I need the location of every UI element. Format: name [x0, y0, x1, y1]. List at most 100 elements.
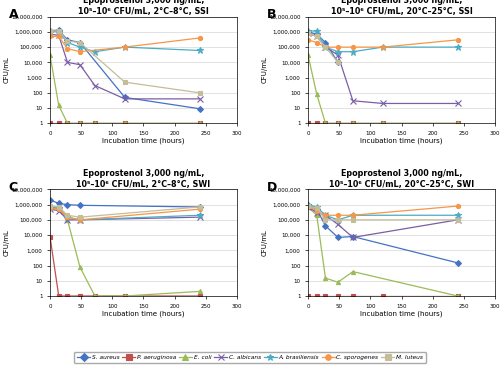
E. coli [92, 294, 98, 298]
Line: C. sporogenes: C. sporogenes [306, 38, 460, 49]
E. coli [122, 294, 128, 298]
E. coli [77, 265, 83, 269]
A. brasiliensis [92, 50, 98, 54]
P. aeruginosa [122, 294, 128, 298]
P. aeruginosa [92, 121, 98, 125]
A. brasiliensis [77, 45, 83, 49]
S. aureus [305, 30, 311, 34]
P. aeruginosa [47, 121, 53, 125]
Title: Epoprostenol 3,000 ng/mL,
10⁵–10⁶ CFU/mL, 2°C–8°C, SSI: Epoprostenol 3,000 ng/mL, 10⁵–10⁶ CFU/mL… [78, 0, 209, 16]
M. luteus [196, 91, 202, 95]
Text: D: D [267, 181, 277, 194]
Y-axis label: CFU/mL: CFU/mL [262, 229, 268, 256]
A. brasiliensis [56, 30, 62, 34]
M. luteus [314, 34, 320, 39]
A. brasiliensis [454, 213, 460, 218]
C. albicans [314, 34, 320, 39]
A. brasiliensis [380, 45, 386, 49]
Line: S. aureus: S. aureus [48, 198, 202, 209]
X-axis label: Incubation time (hours): Incubation time (hours) [360, 137, 443, 144]
Line: M. luteus: M. luteus [306, 31, 340, 64]
E. coli [350, 269, 356, 274]
S. aureus [47, 198, 53, 202]
S. aureus [196, 205, 202, 209]
C. albicans [350, 235, 356, 240]
X-axis label: Incubation time (hours): Incubation time (hours) [102, 137, 184, 144]
Line: M. luteus: M. luteus [48, 28, 202, 95]
A. brasiliensis [77, 218, 83, 222]
A. brasiliensis [454, 45, 460, 49]
E. coli [305, 205, 311, 209]
M. luteus [56, 205, 62, 209]
C. albicans [56, 208, 62, 213]
P. aeruginosa [77, 121, 83, 125]
Y-axis label: CFU/mL: CFU/mL [4, 57, 10, 83]
C. sporogenes [56, 34, 62, 39]
M. luteus [322, 45, 328, 49]
E. coli [196, 289, 202, 294]
E. coli [454, 121, 460, 125]
P. aeruginosa [314, 121, 320, 125]
C. sporogenes [196, 36, 202, 40]
C. albicans [77, 218, 83, 222]
A. brasiliensis [122, 45, 128, 49]
A. brasiliensis [56, 206, 62, 210]
Line: A. brasiliensis: A. brasiliensis [46, 28, 203, 55]
Line: P. aeruginosa: P. aeruginosa [306, 121, 460, 125]
C. sporogenes [380, 45, 386, 49]
C. sporogenes [305, 204, 311, 208]
Title: Epoprostenol 3,000 ng/mL,
10⁵–10⁶ CFU/mL, 2°C–8°C, SWI: Epoprostenol 3,000 ng/mL, 10⁵–10⁶ CFU/mL… [76, 169, 210, 189]
E. coli [322, 276, 328, 280]
C. albicans [196, 97, 202, 101]
P. aeruginosa [335, 121, 341, 125]
E. coli [64, 218, 70, 222]
Line: P. aeruginosa: P. aeruginosa [48, 121, 202, 125]
C. sporogenes [335, 213, 341, 218]
S. aureus [196, 107, 202, 111]
M. luteus [47, 204, 53, 208]
M. luteus [335, 60, 341, 65]
M. luteus [77, 40, 83, 45]
P. aeruginosa [454, 294, 460, 298]
P. aeruginosa [56, 294, 62, 298]
S. aureus [314, 207, 320, 211]
E. coli [380, 121, 386, 125]
S. aureus [335, 235, 341, 240]
S. aureus [77, 40, 83, 45]
C. albicans [64, 60, 70, 65]
A. brasiliensis [350, 50, 356, 54]
P. aeruginosa [64, 294, 70, 298]
C. sporogenes [350, 45, 356, 49]
S. aureus [305, 202, 311, 207]
Y-axis label: CFU/mL: CFU/mL [262, 57, 268, 83]
C. sporogenes [322, 45, 328, 49]
E. coli [47, 205, 53, 209]
M. luteus [350, 218, 356, 222]
S. aureus [322, 40, 328, 45]
S. aureus [47, 28, 53, 33]
E. coli [122, 121, 128, 125]
S. aureus [314, 32, 320, 37]
Line: A. brasiliensis: A. brasiliensis [46, 204, 203, 223]
P. aeruginosa [196, 121, 202, 125]
C. albicans [64, 218, 70, 222]
S. aureus [56, 201, 62, 206]
E. coli [77, 121, 83, 125]
E. coli [335, 280, 341, 285]
Legend: S. aureus, P. aeruginosa, E. coli, C. albicans, A. brasiliensis, C. sporogenes, : S. aureus, P. aeruginosa, E. coli, C. al… [74, 352, 426, 363]
E. coli [454, 294, 460, 298]
E. coli [64, 121, 70, 125]
M. luteus [196, 205, 202, 209]
Line: S. aureus: S. aureus [306, 202, 460, 265]
C. sporogenes [335, 45, 341, 49]
A. brasiliensis [335, 218, 341, 222]
C. sporogenes [454, 204, 460, 208]
C. albicans [335, 53, 341, 57]
A. brasiliensis [47, 29, 53, 33]
C. sporogenes [64, 46, 70, 51]
P. aeruginosa [454, 121, 460, 125]
C. albicans [92, 83, 98, 88]
Line: S. aureus: S. aureus [306, 30, 340, 64]
A. brasiliensis [196, 48, 202, 53]
Line: C. sporogenes: C. sporogenes [48, 206, 202, 222]
